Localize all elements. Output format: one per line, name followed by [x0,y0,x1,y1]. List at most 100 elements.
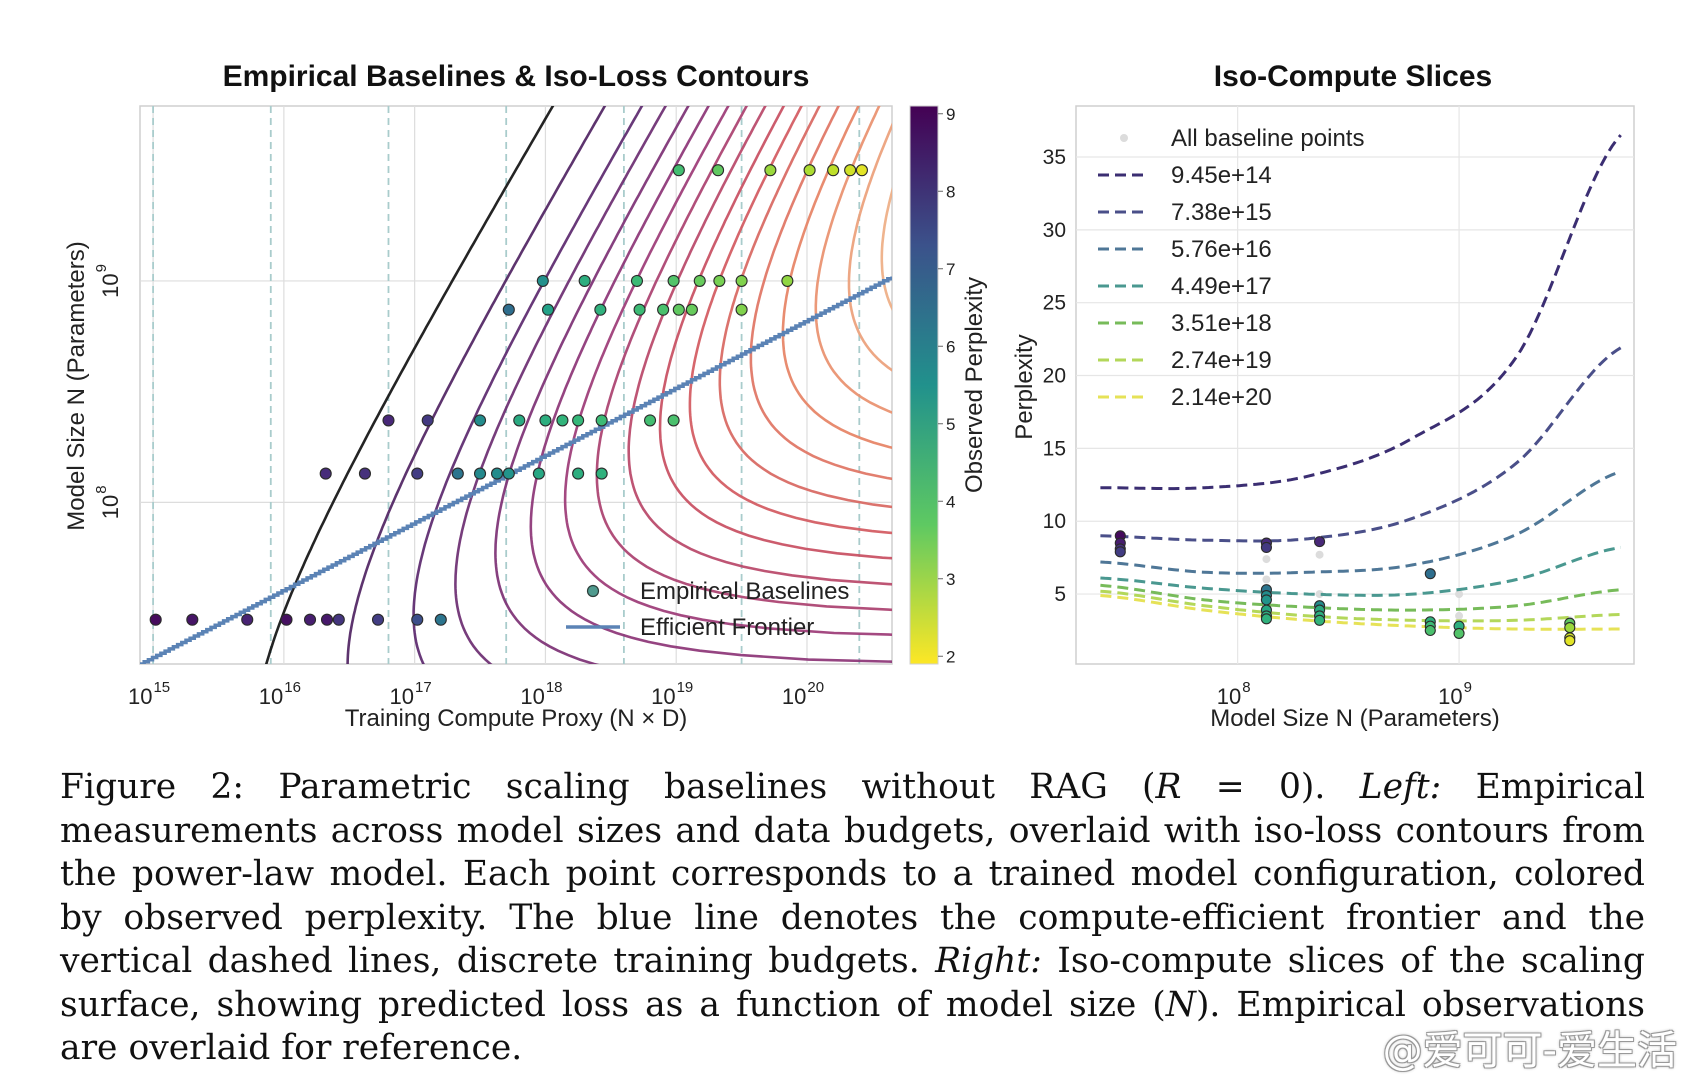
x-tick-label: 1015 [128,679,170,709]
x-tick-label: 109 [1438,679,1472,709]
baseline-point [667,414,680,427]
x-tick-exp: 15 [153,679,170,696]
baseline-point [303,613,317,626]
empirical-baseline-points [149,164,868,626]
y-tick-label: 109 [93,264,123,298]
legend-slice-label: 9.45e+14 [1171,162,1272,189]
legend-slice-label: 4.49e+17 [1171,273,1272,300]
legend-slice-label: 2.14e+20 [1171,384,1272,411]
colorbar-tick-label: 8 [946,182,955,201]
colorbar-tick-label: 2 [946,647,955,666]
baseline-point [693,274,706,287]
baseline-point [572,414,585,427]
y-tick-exp: 8 [93,485,110,493]
empirical-point [1260,541,1272,553]
iso-loss-contour [688,106,892,535]
caption-text-2: = 0). [1181,767,1326,807]
y-tick-label: 108 [93,485,123,519]
iso-loss-contour [627,106,892,586]
x-tick-base: 10 [1217,684,1241,709]
baseline-point [280,613,293,626]
baseline-point [358,467,371,480]
right-panel: Iso-Compute Slices 108 109 5101520253035 … [1011,60,1635,732]
baseline-point [332,613,345,626]
baseline-point [572,467,585,480]
empirical-point [1453,627,1465,639]
y-tick-label: 30 [1043,219,1066,242]
legend-baseline-marker [586,584,600,598]
caption-right-label: Right: [935,941,1042,981]
iso-compute-slices [1100,134,1622,631]
baseline-point [844,164,857,177]
legend-slice-label: 7.38e+15 [1171,199,1272,226]
baseline-point [672,303,685,316]
baseline-point [502,467,515,480]
x-tick-label: 1020 [782,679,824,709]
right-x-axis-label: Model Size N (Parameters) [1210,705,1499,732]
grey-baseline-point [1262,575,1271,584]
left-grid [140,106,892,664]
baseline-point [672,164,685,177]
empirical-point [1314,536,1326,548]
baseline-point [473,467,487,480]
baseline-point [657,303,670,316]
empirical-point [1314,614,1326,626]
x-tick-base: 10 [390,684,414,709]
iso-compute-slice-5.76e+16 [1100,470,1622,575]
iso-loss-contour [563,106,892,636]
baseline-point [803,164,816,177]
iso-compute-slice-7.38e+15 [1100,346,1622,543]
baseline-point [536,274,549,287]
right-legend: All baseline points 9.45e+14 7.38e+15 5.76e… [1098,125,1364,411]
legend-slice-label: 5.76e+16 [1171,236,1272,263]
iso-loss-contour [658,106,892,560]
x-tick-label: 1017 [390,679,432,709]
left-x-ticks: 1015 1016 1017 1018 1019 1020 [128,679,824,709]
iso-loss-contour [718,106,892,509]
baseline-point [411,613,424,626]
baseline-point [241,613,254,626]
baseline-point [578,274,591,287]
grey-baseline-point [1455,611,1464,620]
left-panel: Empirical Baselines & Iso-Loss Contours … [63,60,893,732]
y-tick-base: 10 [98,273,123,297]
baseline-point [532,467,545,480]
baseline-point [473,414,487,427]
baseline-point [594,303,607,316]
grey-baseline-point [1315,590,1324,599]
y-tick-base: 10 [98,495,123,519]
baseline-point [434,613,447,626]
baseline-point [539,414,552,427]
baseline-point [764,164,777,177]
legend-grey-marker [1120,134,1128,142]
x-tick-base: 10 [651,684,675,709]
baseline-point [667,274,680,287]
baseline-point [186,613,199,626]
iso-compute-slice-4.49e+17 [1100,545,1621,597]
x-tick-exp: 18 [546,679,563,696]
empirical-point [1564,635,1576,647]
baseline-point [630,274,644,287]
baseline-point [595,467,608,480]
caption-label: Figure 2: [60,767,245,807]
iso-compute-slice-3.51e+18 [1100,583,1621,612]
x-tick-exp: 9 [1464,679,1472,696]
right-chart-title: Iso-Compute Slices [1214,60,1492,93]
y-tick-label: 20 [1043,365,1066,388]
iso-loss-contour [454,106,668,664]
iso-loss-contours [264,106,892,664]
caption-var-n: N [1165,984,1196,1025]
y-tick-label: 5 [1054,583,1066,606]
colorbar-tick-label: 5 [946,415,955,434]
baseline-point [513,414,526,427]
colorbar-ticks: 2 3 4 5 6 7 8 9 [938,105,955,666]
watermark: @爱可可-爱生活 [1382,1028,1677,1074]
baseline-point [713,274,726,287]
baseline-point [633,303,646,316]
iso-loss-contour [346,106,607,664]
caption-text-1: Parametric scaling baselines without RAG… [278,767,1156,807]
baseline-point [411,467,424,480]
baseline-point [781,274,794,287]
empirical-point [1114,546,1126,558]
